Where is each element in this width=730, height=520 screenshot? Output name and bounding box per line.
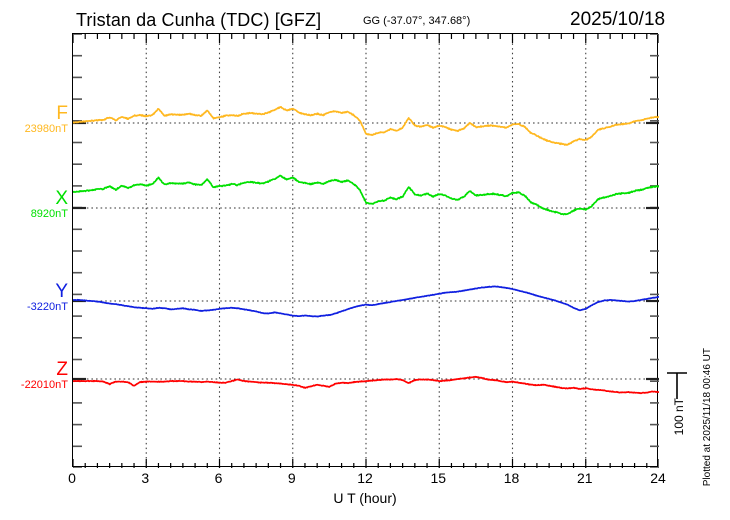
- scale-bar-label: 100 nT: [672, 398, 686, 436]
- observation-date: 2025/10/18: [570, 9, 666, 30]
- x-tick-label-21: 21: [576, 470, 593, 486]
- component-baseline-x: 8920nT: [30, 208, 68, 220]
- component-label-f: F 23980nT: [4, 104, 68, 136]
- x-axis-title: U T (hour): [333, 490, 397, 506]
- component-letter-z: Z: [56, 359, 68, 380]
- component-label-x: X 8920nT: [4, 189, 68, 221]
- x-tick-label-12: 12: [357, 470, 373, 486]
- x-tick-label-9: 9: [287, 470, 296, 486]
- magnetogram-plot-area: [72, 33, 659, 468]
- x-tick-label-18: 18: [503, 470, 520, 486]
- component-label-y: Y -3220nT: [4, 282, 68, 314]
- geographic-coordinates: GG (-37.07°, 347.68°): [363, 15, 471, 27]
- component-baseline-z: -22010nT: [20, 379, 68, 391]
- x-tick-label-6: 6: [214, 470, 223, 486]
- x-tick-label-0: 0: [68, 470, 76, 486]
- x-tick-label-3: 3: [141, 470, 150, 486]
- traces-svg: [73, 34, 659, 468]
- component-label-z: Z -22010nT: [4, 360, 68, 392]
- scale-bar-icon: [667, 372, 687, 399]
- component-letter-y: Y: [55, 281, 68, 302]
- component-letter-f: F: [56, 103, 68, 124]
- plot-timestamp: Plotted at 2025/11/18 00:46 UT: [702, 348, 713, 487]
- component-letter-x: X: [55, 188, 68, 209]
- x-tick-label-24: 24: [650, 470, 666, 486]
- x-tick-label-15: 15: [430, 470, 447, 486]
- station-title: Tristan da Cunha (TDC) [GFZ]: [76, 10, 322, 30]
- component-baseline-y: -3220nT: [27, 301, 68, 313]
- component-baseline-f: 23980nT: [24, 123, 68, 135]
